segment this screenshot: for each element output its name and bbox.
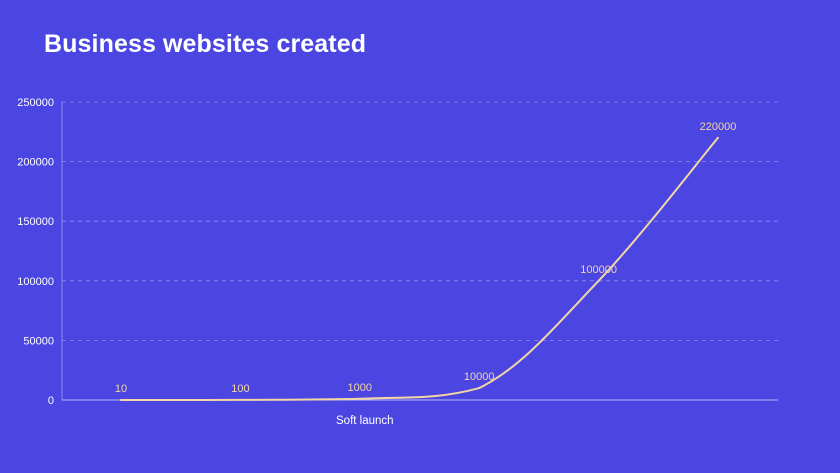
y-tick-label: 0 [48,395,54,407]
y-tick-label: 50000 [23,335,54,347]
page-title: Business websites created [44,30,367,58]
data-label: 220000 [700,121,737,133]
data-label: 100 [231,383,249,395]
x-tick-label: Soft launch [336,415,394,427]
data-label: 1000 [348,382,372,394]
series-line [120,136,719,401]
y-tick-label: 250000 [17,97,54,109]
data-point [359,398,361,400]
y-tick-label: 100000 [17,276,54,288]
data-point [120,399,122,401]
data-point [478,387,481,389]
data-label: 10000 [464,371,495,383]
y-tick-label: 200000 [17,157,54,169]
data-label: 100000 [580,264,617,276]
data-point [239,399,242,401]
y-tick-label: 150000 [17,216,54,228]
data-label: 10 [115,383,127,395]
data-point [597,280,600,282]
data-point [717,136,719,139]
